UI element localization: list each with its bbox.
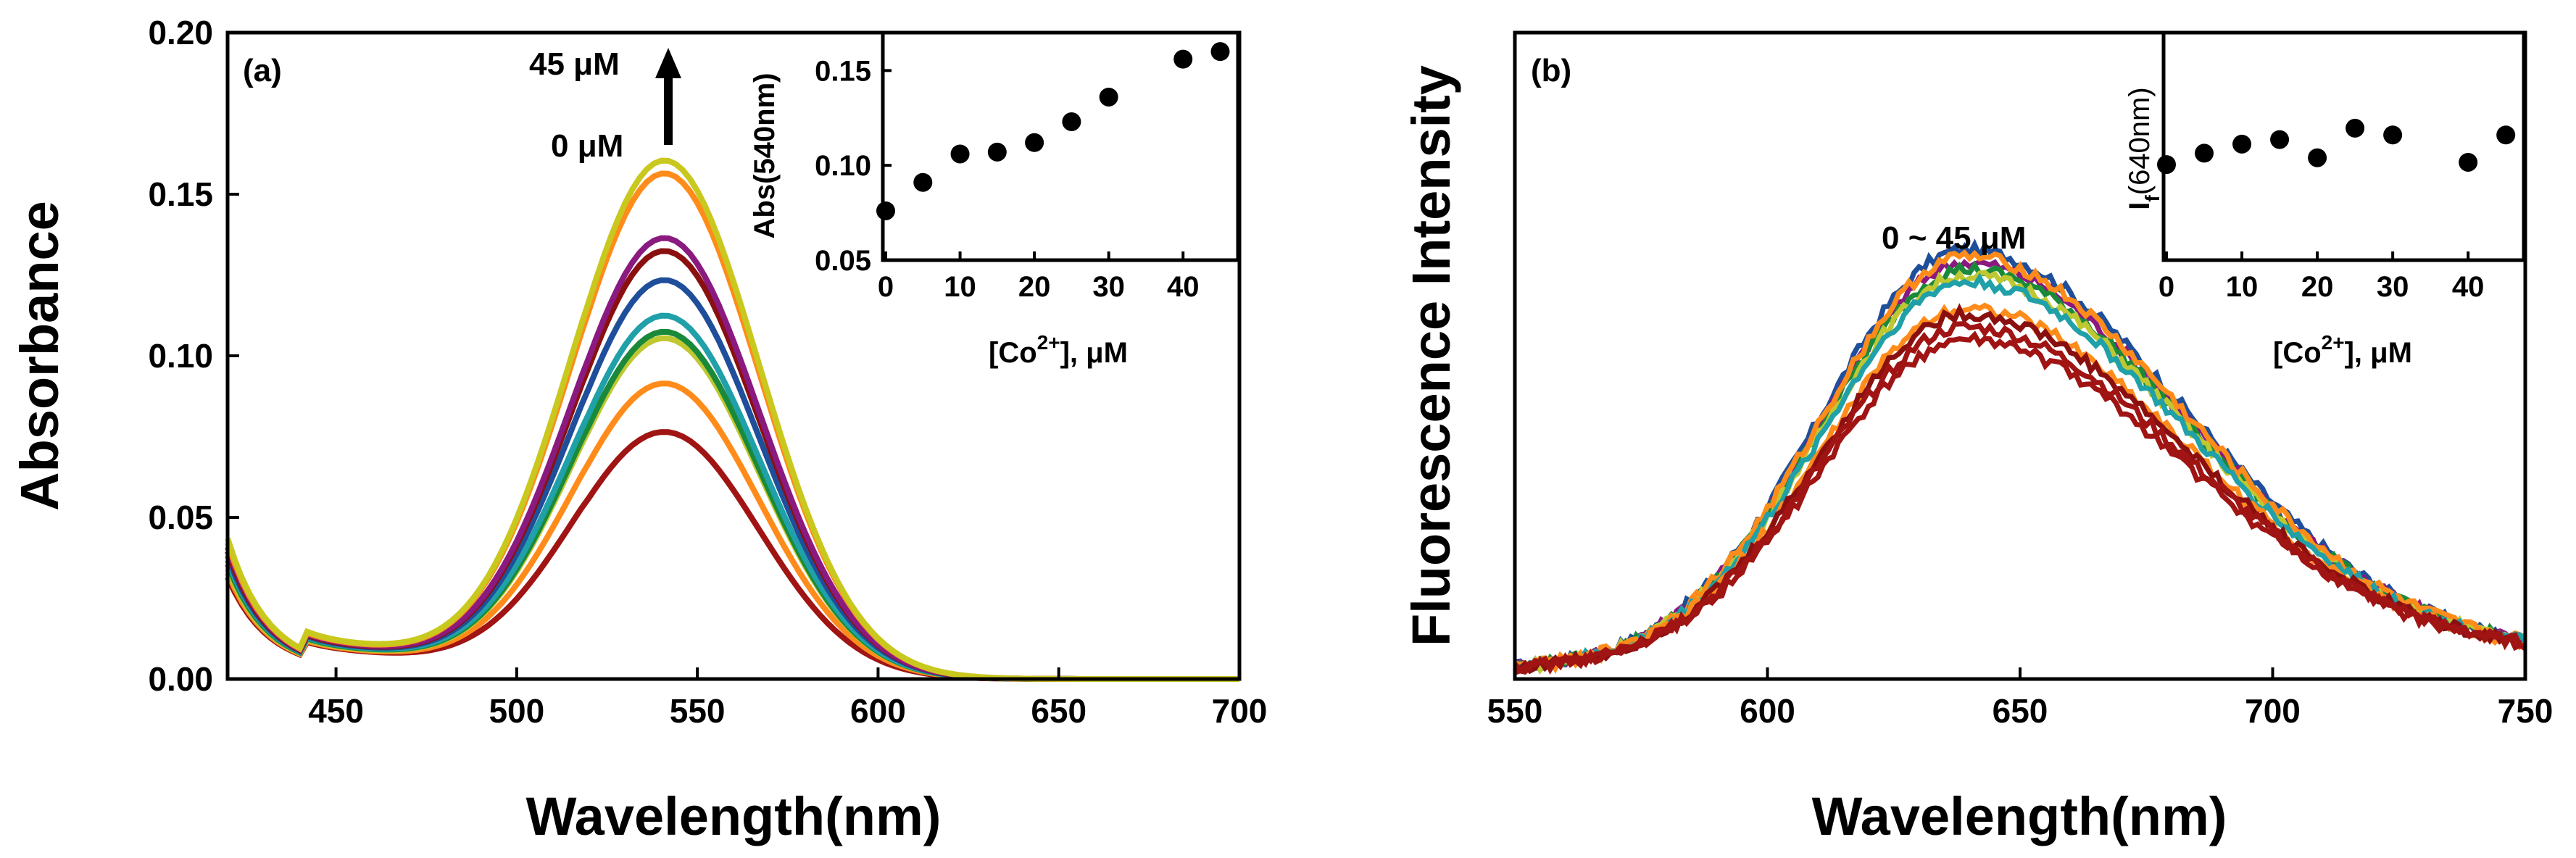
absorbance-curve (225, 328, 1239, 682)
absorbance-curve (225, 248, 1239, 682)
panel-a-arrow (655, 48, 681, 145)
inset-x-tick-label: 30 (1092, 271, 1125, 303)
fluorescence-curve (1514, 238, 2527, 675)
inset-x-tick-label: 40 (1167, 271, 1200, 303)
panel-a: 450 500 550 600 650 700 0.000.050.100.150.20 … (9, 14, 1267, 846)
inset-a-point (876, 201, 895, 220)
y-tick-label: 0.10 (148, 337, 213, 375)
inset-b-point (2232, 134, 2252, 154)
inset-x-tick-label: 40 (2452, 271, 2485, 303)
panel-a-inset-points (876, 42, 1230, 220)
x-tick-label: 450 (308, 692, 364, 730)
y-tick-label: 0.00 (148, 660, 213, 698)
inset-y-tick-label: 0.05 (815, 245, 871, 277)
inset-a-point (1025, 133, 1044, 152)
panel-a-label: (a) (243, 53, 282, 88)
panel-a-inset-x-title: [Co2+], μM (989, 331, 1128, 369)
inset-a-point (913, 172, 933, 192)
inset-b-point (2308, 148, 2327, 167)
panel-b-label: (b) (1531, 53, 1571, 88)
panel-b-inset: 0 10 20 30 40 [Co2+], μM If(640nm) (2124, 30, 2526, 369)
inset-x-tick-label: 0 (878, 271, 894, 303)
panel-a-inset-y-title: Abs(540nm) (749, 73, 781, 239)
inset-y-tick-label: 0.10 (815, 150, 871, 182)
x-tick-label: 700 (2245, 692, 2301, 730)
x-tick-label: 550 (1487, 692, 1543, 730)
inset-x-tick-label: 10 (944, 271, 976, 303)
inset-b-point (2195, 143, 2214, 163)
inset-b-point (2346, 118, 2365, 138)
inset-a-point (1099, 87, 1118, 107)
absorbance-curve (225, 380, 1239, 682)
panel-b-inset-frame (2161, 30, 2526, 262)
panel-a-y-axis-title: Absorbance (9, 201, 70, 511)
x-tick-label: 700 (1212, 692, 1268, 730)
panel-b-x-ticks: 550 600 650 700 750 (1487, 667, 2554, 730)
inset-x-tick-label: 20 (1018, 271, 1051, 303)
panel-b-inset-points (2157, 118, 2516, 175)
inset-b-point (2459, 152, 2478, 172)
inset-a-point (987, 142, 1007, 162)
panel-b-annotation: 0 ~ 45 μM (1882, 220, 2026, 256)
panel-a-inset-y-ticks: 0.05 0.10 0.15 (815, 55, 892, 277)
panel-a-annotation-top: 45 μM (529, 46, 620, 82)
y-tick-label: 0.05 (148, 499, 213, 536)
inset-x-tick-label: 10 (2226, 271, 2259, 303)
inset-x-tick-label: 30 (2377, 271, 2409, 303)
panel-b: 550 600 650 700 750 (b) 0 ~ 45 μM Wavelength… (1401, 30, 2554, 846)
inset-x-tick-label: 0 (2159, 271, 2174, 303)
inset-a-point (950, 144, 970, 164)
x-tick-label: 650 (1031, 692, 1087, 730)
inset-b-point (2383, 125, 2403, 145)
x-tick-label: 600 (850, 692, 906, 730)
panel-b-curves (1512, 238, 2527, 675)
x-tick-label: 550 (670, 692, 726, 730)
fluorescence-curve (1513, 330, 2527, 675)
fluorescence-curve (1512, 259, 2527, 674)
panel-a-inset-frame (881, 30, 1240, 262)
inset-y-tick-label: 0.15 (815, 55, 871, 87)
fluorescence-curve (1513, 272, 2527, 674)
x-tick-label: 650 (1993, 692, 2048, 730)
inset-a-point (1210, 42, 1230, 62)
x-tick-label: 500 (489, 692, 544, 730)
panel-b-x-axis-title: Wavelength(nm) (1812, 786, 2227, 846)
panel-b-inset-y-title: If(640nm) (2124, 87, 2164, 209)
panel-a-inset: 0 10 20 30 40 0.05 0.10 0.15 [Co2+], μM Abs(54… (749, 30, 1240, 369)
inset-x-tick-label: 20 (2301, 271, 2334, 303)
inset-b-point (2496, 125, 2516, 145)
panel-a-annotation-bottom: 0 μM (551, 128, 623, 164)
panel-a-y-ticks: 0.00 0.05 0.10 0.15 0.20 (148, 14, 239, 698)
panel-a-x-axis-title: Wavelength(nm) (526, 786, 942, 846)
inset-b-point (2270, 130, 2290, 149)
inset-a-point (1173, 49, 1193, 69)
x-tick-label: 600 (1740, 692, 1795, 730)
inset-a-point (1062, 112, 1081, 131)
y-tick-label: 0.20 (148, 14, 213, 51)
y-tick-label: 0.15 (148, 175, 213, 213)
panel-b-y-axis-title: Fluorescence Intensity (1401, 65, 1461, 646)
panel-a-x-ticks: 450 500 550 600 650 700 (308, 667, 1267, 730)
x-tick-label: 750 (2498, 692, 2554, 730)
panel-a-inset-x-ticks: 0 10 20 30 40 (878, 251, 1200, 303)
panel-b-inset-x-ticks: 0 10 20 30 40 (2159, 251, 2485, 303)
panel-b-inset-x-title: [Co2+], μM (2273, 331, 2412, 369)
inset-b-point (2157, 155, 2176, 175)
absorbance-curve (225, 335, 1239, 682)
